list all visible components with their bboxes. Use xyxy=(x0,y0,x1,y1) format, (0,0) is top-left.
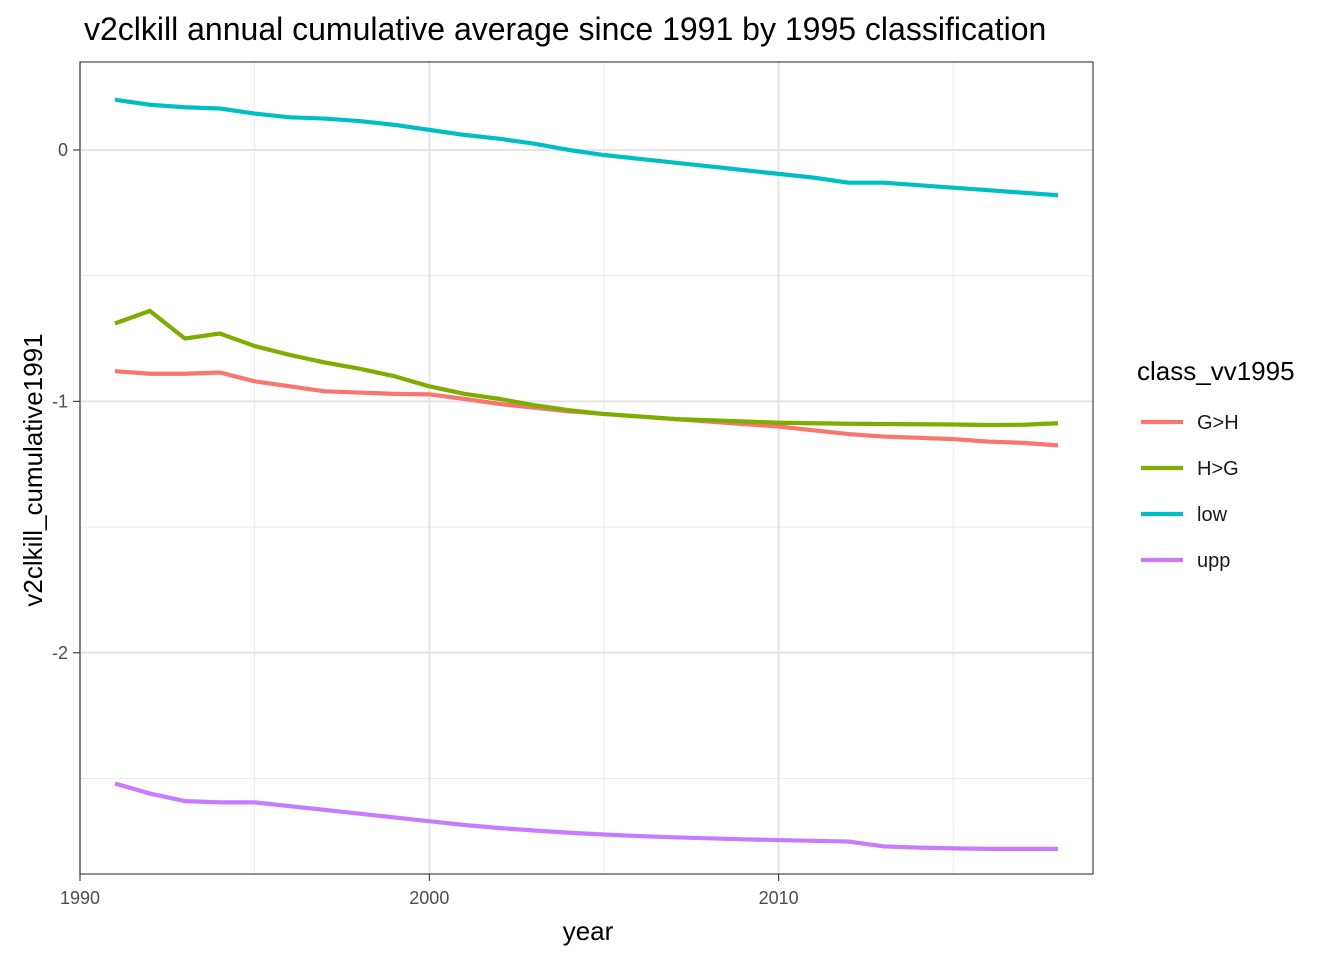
x-axis: 1990 2000 2010 xyxy=(60,874,799,908)
plot-border xyxy=(79,61,1094,875)
legend-label: upp xyxy=(1197,550,1230,572)
x-tick-label: 1990 xyxy=(60,888,100,908)
series-line-low xyxy=(114,97,1059,198)
x-axis-title: year xyxy=(563,916,614,946)
series-line-hg xyxy=(114,308,1059,428)
y-tick-label: 0 xyxy=(58,140,68,160)
chart-title: v2clkill annual cumulative average since… xyxy=(84,11,1046,47)
series-lines xyxy=(114,97,1059,851)
y-tick-label: -2 xyxy=(52,643,68,663)
x-tick-label: 2010 xyxy=(759,888,799,908)
y-axis: 0 -1 -2 xyxy=(52,140,80,663)
legend-items: G>H H>G low upp xyxy=(1141,412,1239,572)
minor-gridlines xyxy=(80,62,1093,874)
legend-label: H>G xyxy=(1197,458,1239,480)
x-tick-label: 2000 xyxy=(409,888,449,908)
plot-background xyxy=(80,62,1093,874)
legend: class_vv1995 G>H H>G low upp xyxy=(1137,356,1295,572)
y-axis-title: v2clkill_cumulative1991 xyxy=(18,333,48,606)
plot-panel xyxy=(79,61,1094,875)
y-tick-label: -1 xyxy=(52,391,68,411)
legend-title: class_vv1995 xyxy=(1137,356,1295,386)
legend-label: low xyxy=(1197,504,1228,526)
legend-label: G>H xyxy=(1197,412,1239,434)
series-line-upp xyxy=(114,781,1059,851)
